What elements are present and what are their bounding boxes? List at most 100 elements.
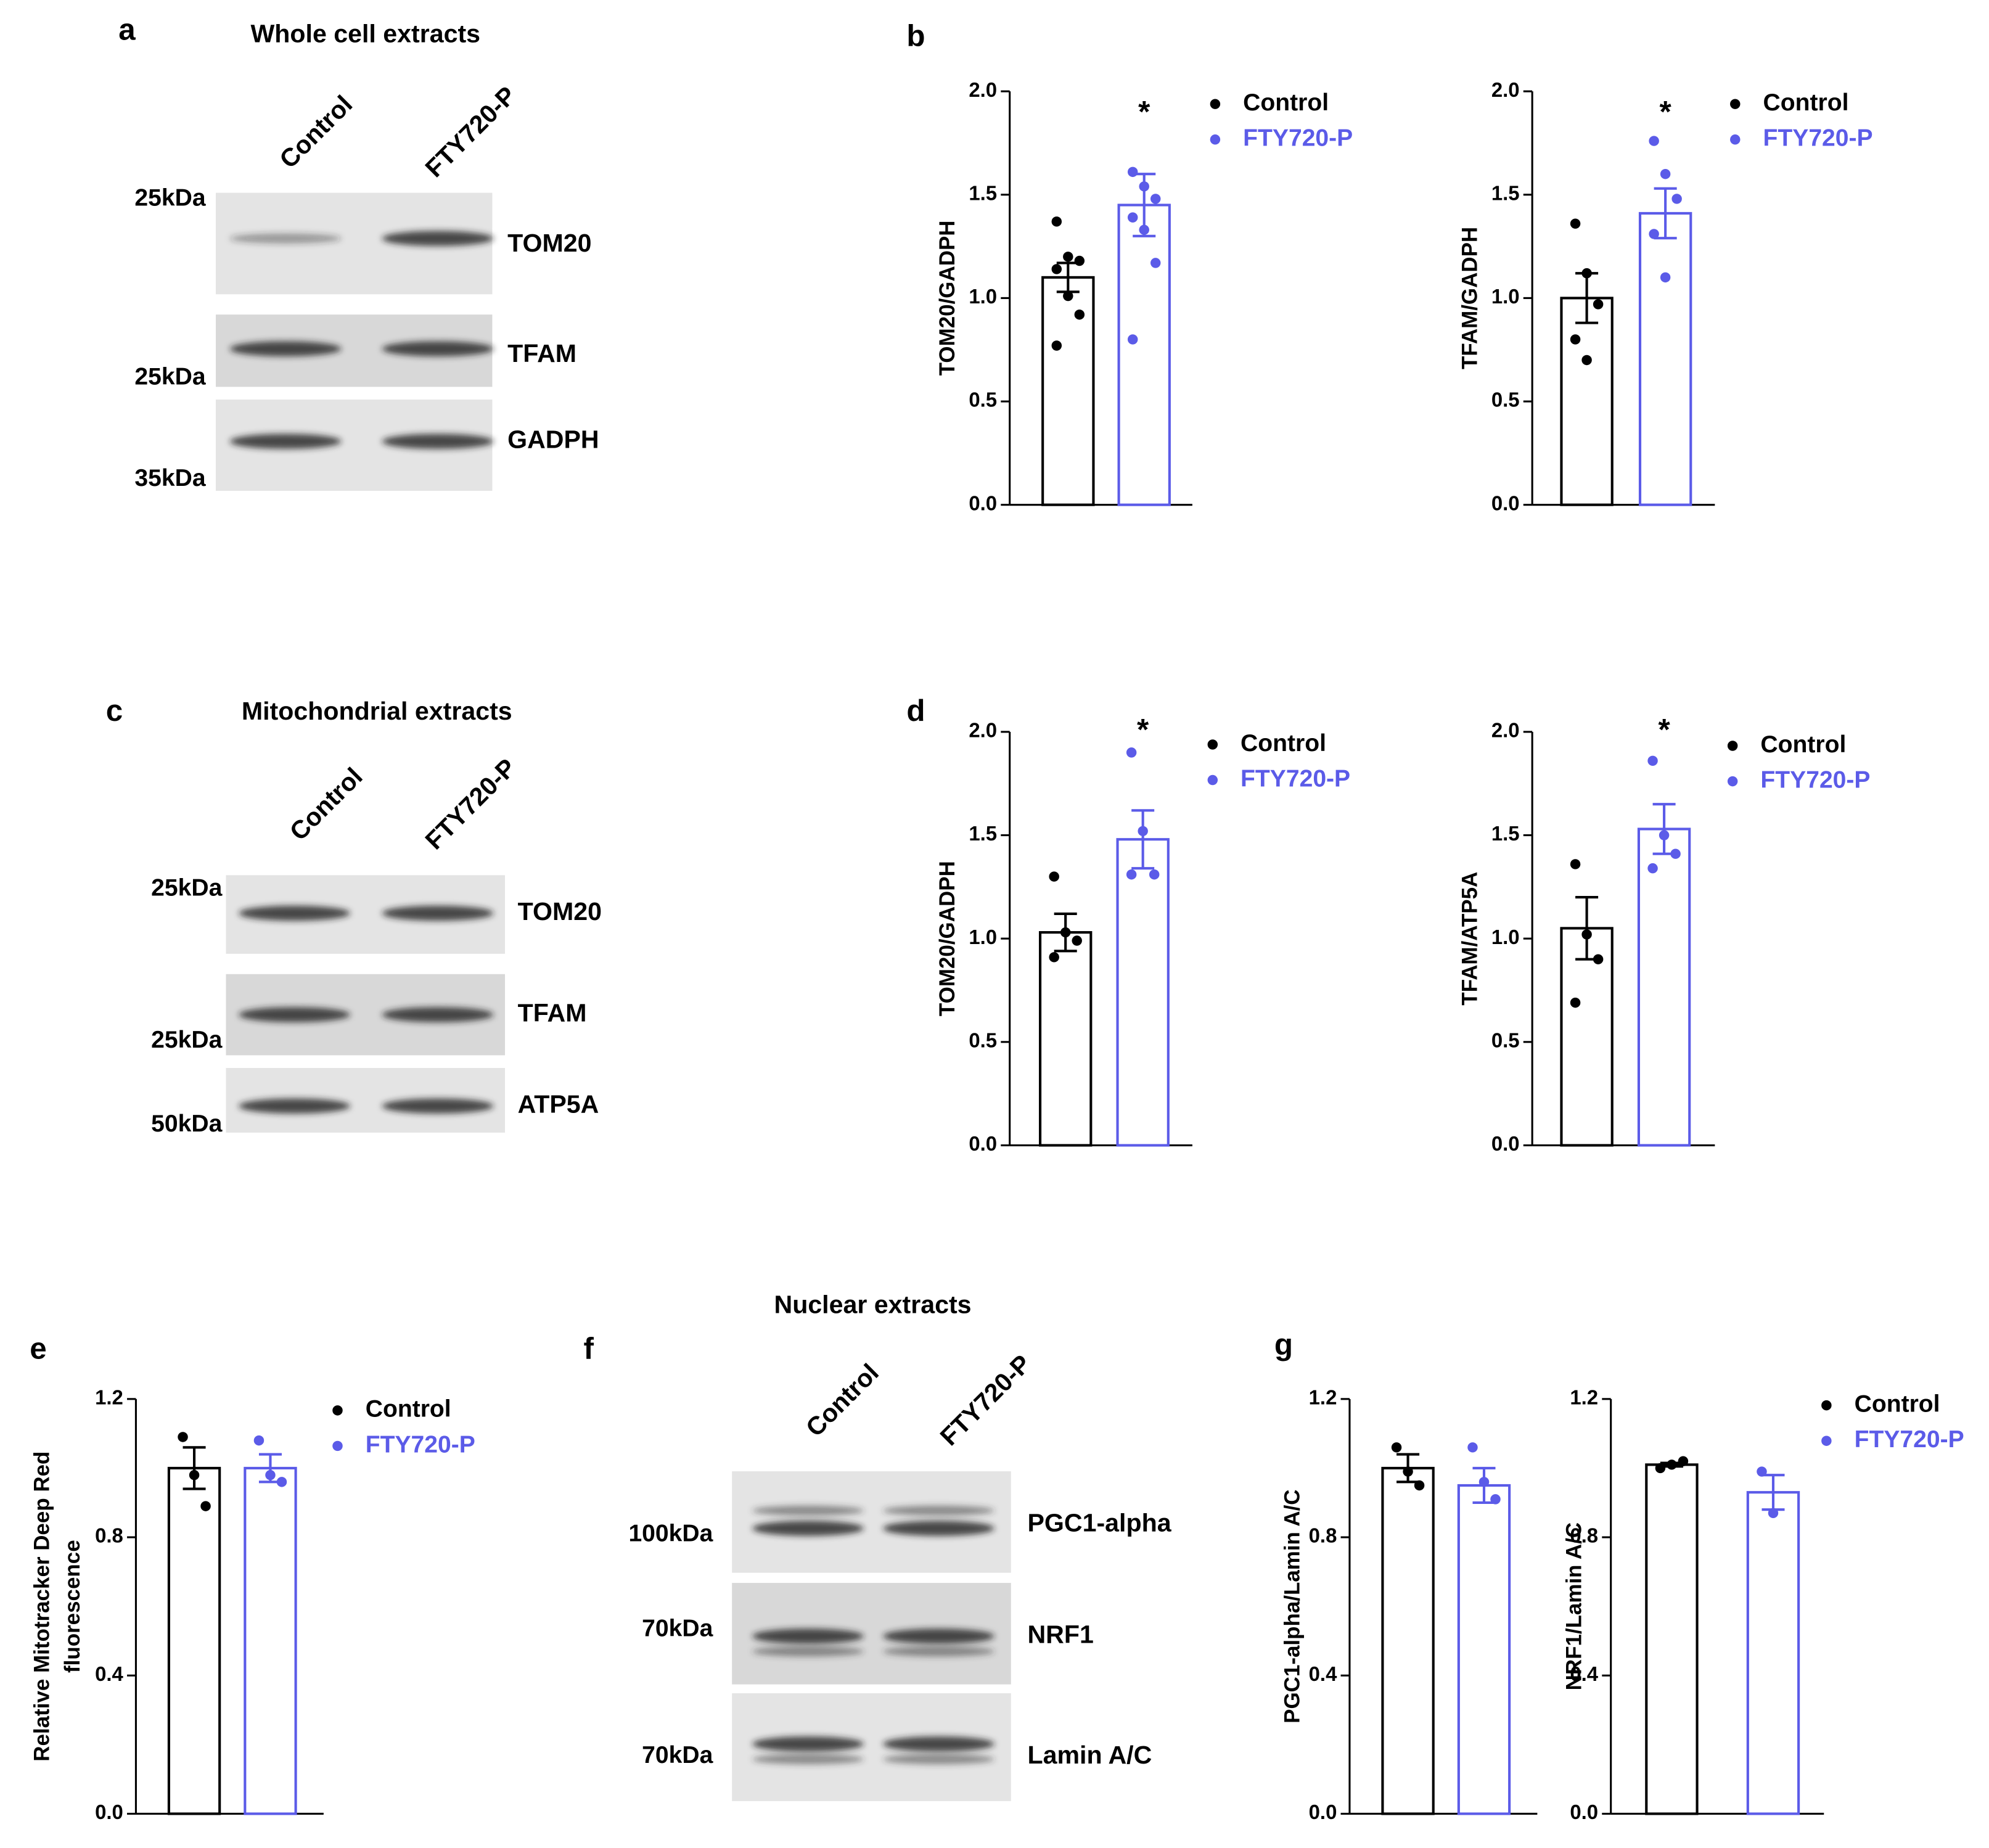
data-point: [1570, 334, 1581, 345]
data-point: [1678, 1456, 1689, 1466]
data-point: [1074, 255, 1085, 266]
y-tick-label: 1.5: [969, 822, 997, 845]
y-tick-label: 0.4: [1309, 1662, 1337, 1685]
significance-mark: *: [1658, 713, 1670, 747]
legend-label: FTY720-P: [1763, 125, 1873, 152]
data-point: [1581, 355, 1592, 366]
blot-band: [382, 231, 494, 247]
significance-mark: *: [1137, 713, 1149, 747]
blot-band: [752, 1521, 864, 1536]
panel-label: a: [118, 12, 136, 46]
y-tick-label: 0.0: [1309, 1801, 1337, 1823]
data-point: [1403, 1466, 1413, 1477]
legend-marker: [1730, 134, 1741, 145]
lane-label: Control: [284, 762, 368, 846]
y-tick-label: 0.0: [969, 491, 997, 514]
legend-label: FTY720-P: [1241, 765, 1350, 792]
data-point: [1127, 212, 1138, 223]
blot-band: [239, 1007, 351, 1022]
y-tick-label: 0.8: [95, 1524, 123, 1547]
data-point: [1655, 1463, 1666, 1474]
kda-marker: 50kDa: [151, 1111, 222, 1137]
legend-label: FTY720-P: [1855, 1426, 1964, 1453]
kda-marker: 70kDa: [642, 1742, 713, 1768]
y-axis-label: TOM20/GADPH: [935, 220, 959, 376]
legend-marker: [1210, 99, 1221, 109]
blot-band: [882, 1628, 994, 1644]
legend-marker: [332, 1405, 343, 1416]
bar: [1645, 1463, 1699, 1815]
protein-label: TFAM: [518, 998, 587, 1027]
y-tick-label: 1.0: [1491, 285, 1520, 308]
data-point: [1570, 859, 1581, 869]
y-tick-label: 2.0: [969, 78, 997, 101]
protein-label: TOM20: [518, 897, 602, 926]
blot-band: [229, 433, 342, 450]
data-point: [1467, 1442, 1478, 1453]
blot-band: [239, 1098, 351, 1114]
data-point: [1757, 1466, 1767, 1477]
y-tick-label: 0.0: [95, 1801, 123, 1823]
legend-label: Control: [1855, 1390, 1940, 1417]
data-point: [1581, 929, 1592, 940]
data-point: [1570, 218, 1581, 229]
data-point: [1570, 997, 1581, 1008]
panel-label: e: [30, 1332, 46, 1366]
bar: [1637, 827, 1691, 1147]
blot-band: [229, 233, 342, 244]
data-point: [1063, 252, 1073, 262]
legend-label: Control: [1241, 730, 1326, 757]
y-tick-label: 1.2: [1309, 1386, 1337, 1409]
kda-marker: 70kDa: [642, 1616, 713, 1642]
legend-label: Control: [1760, 731, 1846, 758]
data-point: [1490, 1494, 1501, 1505]
blot-band: [882, 1521, 994, 1536]
y-tick-label: 2.0: [1491, 78, 1520, 101]
panel-label: c: [106, 694, 123, 728]
y-tick-label: 1.5: [969, 181, 997, 204]
data-point: [1581, 268, 1592, 279]
data-point: [1414, 1480, 1425, 1491]
bar: [1038, 931, 1093, 1147]
blot-band: [752, 1628, 864, 1644]
bar: [244, 1466, 297, 1815]
data-point: [1063, 290, 1073, 302]
blot-band: [752, 1505, 864, 1516]
kda-marker: 35kDa: [134, 465, 205, 491]
blot-band: [752, 1736, 864, 1752]
data-point: [1127, 166, 1138, 178]
bar: [167, 1466, 221, 1815]
blot-band: [882, 1754, 994, 1765]
data-point: [1670, 848, 1681, 859]
blot-band: [882, 1505, 994, 1516]
protein-label: TOM20: [507, 229, 591, 257]
y-axis-label: Relative Mitotracker Deep Red: [30, 1452, 54, 1762]
legend-label: Control: [1243, 89, 1329, 116]
legend-label: FTY720-P: [1243, 125, 1353, 152]
y-tick-label: 2.0: [1491, 719, 1520, 742]
blot-band: [882, 1736, 994, 1752]
blot-band: [382, 905, 494, 921]
data-point: [1649, 136, 1659, 146]
data-point: [1074, 309, 1085, 320]
data-point: [1659, 830, 1670, 840]
data-point: [1660, 168, 1671, 179]
panel-label: b: [906, 19, 925, 53]
kda-marker: 100kDa: [628, 1520, 713, 1546]
blot-title: Whole cell extracts: [250, 19, 480, 47]
data-point: [1768, 1508, 1779, 1519]
data-point: [253, 1435, 265, 1446]
bar: [1381, 1466, 1435, 1815]
bar: [1560, 927, 1614, 1147]
y-tick-label: 1.0: [969, 926, 997, 948]
blot-band: [382, 341, 494, 357]
legend-marker: [1207, 739, 1218, 750]
y-tick-label: 0.8: [1570, 1524, 1598, 1547]
protein-label: TFAM: [507, 339, 576, 368]
blot-band: [382, 1007, 494, 1022]
y-axis-label: PGC1-alpha/Lamin A/C: [1281, 1489, 1305, 1723]
data-point: [1647, 755, 1658, 766]
blot-title: Nuclear extracts: [774, 1291, 972, 1319]
legend-marker: [1207, 774, 1218, 786]
data-point: [1126, 869, 1137, 880]
